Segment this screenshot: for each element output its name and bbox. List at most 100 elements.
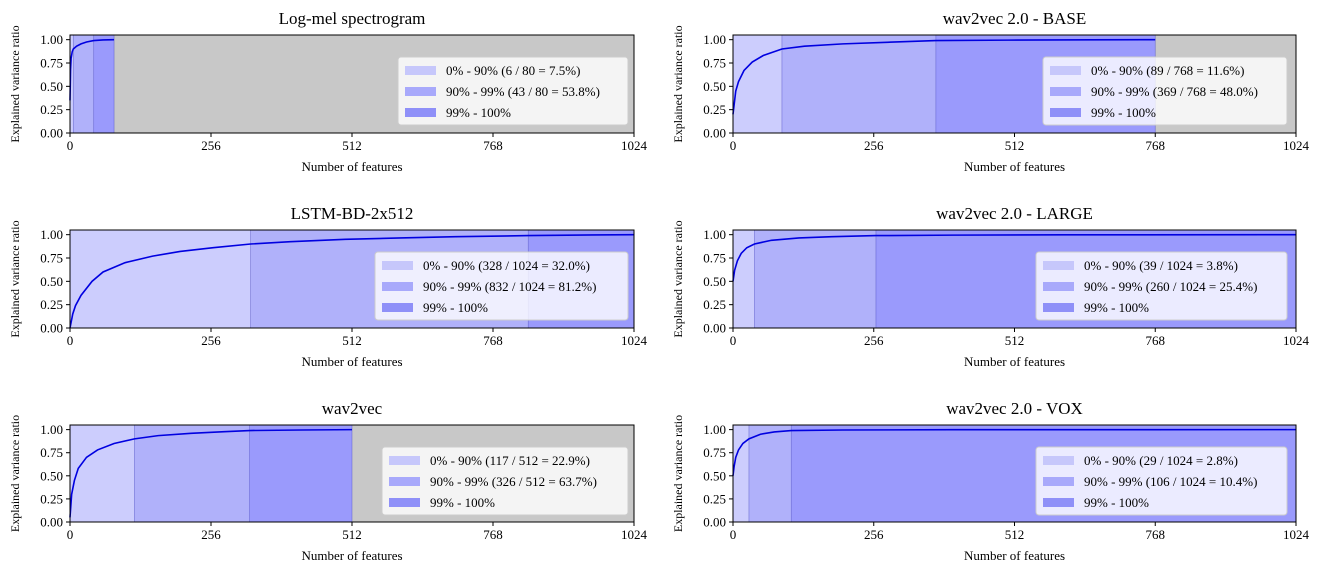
y-tick-label: 0.25 [703,297,726,312]
y-tick-label: 0.75 [40,445,63,460]
legend-swatch [1050,87,1081,96]
legend-swatch [405,108,436,117]
region-0-90 [70,230,251,328]
legend-label: 90% - 99% (43 / 80 = 53.8%) [446,84,600,99]
y-tick-label: 0.50 [703,468,726,483]
legend-swatch [1050,66,1081,75]
chart-title: LSTM-BD-2x512 [291,204,414,223]
y-tick-label: 0.75 [703,56,726,71]
legend-label: 0% - 90% (39 / 1024 = 3.8%) [1084,258,1238,273]
chart-panel-3: 0 256 512 768 1024 0.00 0.25 0.50 0.75 1.00 LSTM-B… [8,204,648,369]
legend-swatch [389,498,420,507]
x-tick-label: 512 [1005,527,1025,542]
region-90-99 [134,425,250,522]
chart-title: Log-mel spectrogram [279,9,426,28]
x-tick-label: 768 [1146,527,1166,542]
legend-label: 99% - 100% [423,300,488,315]
y-tick-label: 1.00 [703,32,726,47]
region-0-90 [70,35,74,133]
legend-label: 0% - 90% (328 / 1024 = 32.0%) [423,258,590,273]
legend-box [397,56,629,126]
legend-swatch [405,66,436,75]
y-tick-label: 0.25 [40,297,63,312]
y-axis-label: Explained variance ratio [8,220,22,337]
legend-label: 0% - 90% (6 / 80 = 7.5%) [446,63,580,78]
x-tick-label: 1024 [1283,527,1310,542]
y-tick-label: 0.25 [703,491,726,506]
x-tick-label: 512 [342,527,362,542]
y-tick-label: 0.00 [703,126,726,141]
chart-title: wav2vec 2.0 - VOX [946,399,1083,418]
y-tick-label: 0.75 [703,251,726,266]
y-axis-label: Explained variance ratio [8,25,22,142]
legend-label: 99% - 100% [1084,300,1149,315]
cumulative-variance-curve [732,38,1156,115]
x-tick-label: 0 [67,527,74,542]
legend-label: 0% - 90% (117 / 512 = 22.9%) [430,453,590,468]
x-tick-label: 768 [1146,333,1166,348]
legend: 0% - 90% (117 / 512 = 22.9%) 90% - 99% (3… [381,446,629,516]
cumulative-variance-curve [732,233,1297,282]
x-tick-label: 1024 [1283,333,1310,348]
region-90-99 [748,425,792,522]
x-tick-label: 256 [201,527,221,542]
legend-label: 90% - 99% (369 / 768 = 48.0%) [1091,84,1258,99]
y-tick-label: 0.00 [703,515,726,530]
region-90-99 [754,230,876,328]
x-tick-label: 1024 [621,138,648,153]
legend-box [374,251,629,321]
x-tick-label: 256 [201,333,221,348]
legend-label: 99% - 100% [1084,495,1149,510]
y-tick-label: 0.00 [40,126,63,141]
y-tick-label: 0.50 [40,274,63,289]
legend-box [1035,251,1288,321]
x-tick-label: 256 [201,138,221,153]
y-tick-label: 1.00 [703,422,726,437]
x-tick-label: 0 [67,333,74,348]
legend-swatch [405,87,436,96]
x-tick-label: 512 [342,333,362,348]
legend-swatch [382,261,413,270]
chart-title: wav2vec [322,399,383,418]
y-axis-label: Explained variance ratio [671,415,685,532]
legend-label: 90% - 99% (326 / 512 = 63.7%) [430,474,597,489]
legend: 0% - 90% (29 / 1024 = 2.8%) 90% - 99% (10… [1035,446,1288,516]
legend-swatch [1043,477,1074,486]
legend-swatch [1050,108,1081,117]
x-axis-label: Number of features [964,354,1065,369]
legend-swatch [1043,261,1074,270]
y-tick-label: 0.75 [40,251,63,266]
x-tick-label: 768 [483,138,503,153]
y-tick-label: 0.00 [40,515,63,530]
chart-panel-5: 0 256 512 768 1024 0.00 0.25 0.50 0.75 1.00 wav2ve… [8,399,648,563]
x-tick-label: 256 [864,333,884,348]
x-axis-label: Number of features [301,159,402,174]
legend-label: 0% - 90% (29 / 1024 = 2.8%) [1084,453,1238,468]
legend-swatch [382,303,413,312]
legend-label: 99% - 100% [1091,105,1156,120]
legend-swatch [1043,456,1074,465]
y-tick-label: 0.50 [40,468,63,483]
y-tick-label: 0.75 [40,56,63,71]
x-tick-label: 0 [730,527,737,542]
region-0-90 [733,425,749,522]
y-tick-label: 0.50 [703,274,726,289]
legend-label: 90% - 99% (260 / 1024 = 25.4%) [1084,279,1257,294]
legend-label: 90% - 99% (106 / 1024 = 10.4%) [1084,474,1257,489]
region-90-99 [73,35,94,133]
region-99-100 [93,35,115,133]
x-axis-label: Number of features [964,548,1065,563]
x-tick-label: 0 [730,333,737,348]
y-tick-label: 0.00 [40,321,63,336]
y-tick-label: 1.00 [40,422,63,437]
legend: 0% - 90% (6 / 80 = 7.5%) 90% - 99% (43 / … [397,56,629,126]
x-tick-label: 1024 [621,333,648,348]
x-tick-label: 0 [730,138,737,153]
chart-panel-4: 0 256 512 768 1024 0.00 0.25 0.50 0.75 1.00 wav2ve… [671,204,1310,369]
legend-swatch [389,477,420,486]
legend-label: 0% - 90% (89 / 768 = 11.6%) [1091,63,1244,78]
region-99-100 [249,425,352,522]
cumulative-variance-curve [69,428,353,518]
x-tick-label: 0 [67,138,74,153]
